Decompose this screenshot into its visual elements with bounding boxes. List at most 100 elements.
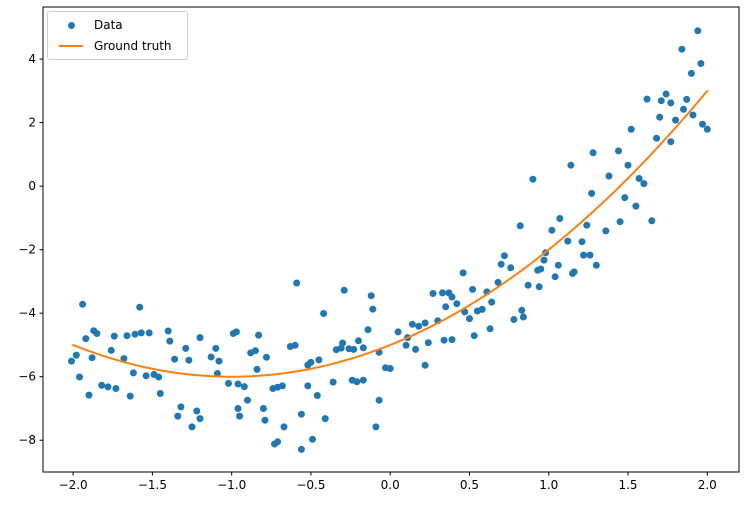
data-point: [687, 69, 695, 77]
y-tick-label: −6: [18, 370, 36, 384]
data-point: [556, 215, 564, 222]
data-point: [234, 405, 242, 412]
data-point: [196, 334, 204, 342]
data-point: [304, 382, 312, 390]
data-point: [689, 111, 697, 119]
data-point: [212, 344, 220, 352]
data-point: [510, 316, 518, 323]
data-point: [500, 252, 508, 260]
data-point: [112, 385, 120, 392]
data-point: [369, 305, 377, 313]
data-point: [699, 120, 706, 128]
x-tick-label: −0.5: [296, 478, 325, 492]
x-tick-label: 2.0: [698, 478, 717, 492]
data-point: [635, 175, 643, 182]
data-point: [415, 322, 423, 330]
data-point: [225, 379, 232, 387]
data-point: [592, 261, 600, 269]
data-point: [253, 365, 261, 373]
data-point: [667, 138, 675, 146]
data-point: [291, 341, 299, 349]
data-point: [93, 330, 101, 337]
data-point: [145, 329, 153, 337]
data-point: [207, 353, 215, 361]
data-point: [375, 396, 383, 404]
data-point: [453, 300, 461, 308]
data-point: [643, 95, 651, 103]
data-point: [244, 396, 251, 404]
data-point: [672, 116, 680, 124]
data-point: [182, 344, 190, 352]
data-point: [588, 189, 596, 197]
data-point: [394, 328, 402, 336]
data-point: [166, 337, 174, 345]
data-point: [519, 313, 527, 321]
data-point: [255, 331, 263, 339]
data-point: [602, 227, 610, 235]
data-point: [440, 336, 448, 344]
data-point: [551, 273, 559, 281]
data-point: [85, 391, 93, 399]
data-point: [359, 376, 367, 384]
data-point: [537, 265, 545, 273]
data-point: [321, 415, 329, 423]
data-point: [470, 332, 478, 340]
data-point: [274, 438, 282, 446]
data-point: [76, 373, 83, 381]
data-point: [234, 380, 242, 388]
data-point: [315, 356, 323, 364]
data-point: [448, 336, 456, 344]
data-point: [680, 105, 687, 113]
data-point: [589, 149, 597, 157]
data-point: [156, 390, 164, 397]
data-point: [386, 365, 394, 372]
y-tick-label: −8: [18, 433, 36, 447]
data-point: [656, 113, 664, 121]
data-point: [616, 218, 624, 226]
legend: Data Ground truth: [47, 11, 188, 60]
y-tick-label: −4: [18, 306, 36, 320]
data-point: [469, 285, 477, 293]
data-point: [529, 175, 537, 183]
data-point: [196, 415, 204, 423]
data-point: [615, 147, 622, 155]
data-point: [110, 332, 118, 340]
data-point: [653, 134, 661, 142]
data-point: [142, 372, 150, 380]
data-point: [624, 161, 632, 169]
data-point: [507, 264, 515, 272]
data-point: [662, 90, 670, 98]
data-point: [459, 269, 467, 277]
data-point: [68, 357, 75, 365]
data-point: [215, 357, 223, 365]
data-point: [251, 347, 259, 355]
data-point: [442, 303, 450, 311]
x-tick-label: −2.0: [59, 478, 88, 492]
legend-label-ground-truth: Ground truth: [94, 38, 172, 53]
data-point: [193, 407, 201, 415]
data-point: [185, 356, 193, 364]
data-point: [486, 325, 494, 333]
data-point: [126, 392, 134, 400]
data-point: [213, 370, 221, 377]
data-point: [421, 319, 429, 327]
data-point: [188, 423, 196, 431]
data-point: [548, 226, 556, 234]
data-point: [605, 172, 613, 180]
data-point: [564, 237, 572, 245]
data-point: [82, 335, 90, 343]
data-point: [586, 251, 594, 259]
data-point: [104, 383, 112, 391]
data-point: [402, 341, 410, 349]
data-point: [657, 97, 665, 105]
x-tick-label: 1.5: [618, 478, 637, 492]
data-point: [439, 289, 446, 297]
data-point: [313, 392, 321, 399]
data-point: [478, 305, 486, 313]
data-point: [261, 416, 269, 424]
data-point: [307, 358, 315, 366]
data-point: [309, 435, 316, 443]
data-point: [578, 238, 586, 246]
